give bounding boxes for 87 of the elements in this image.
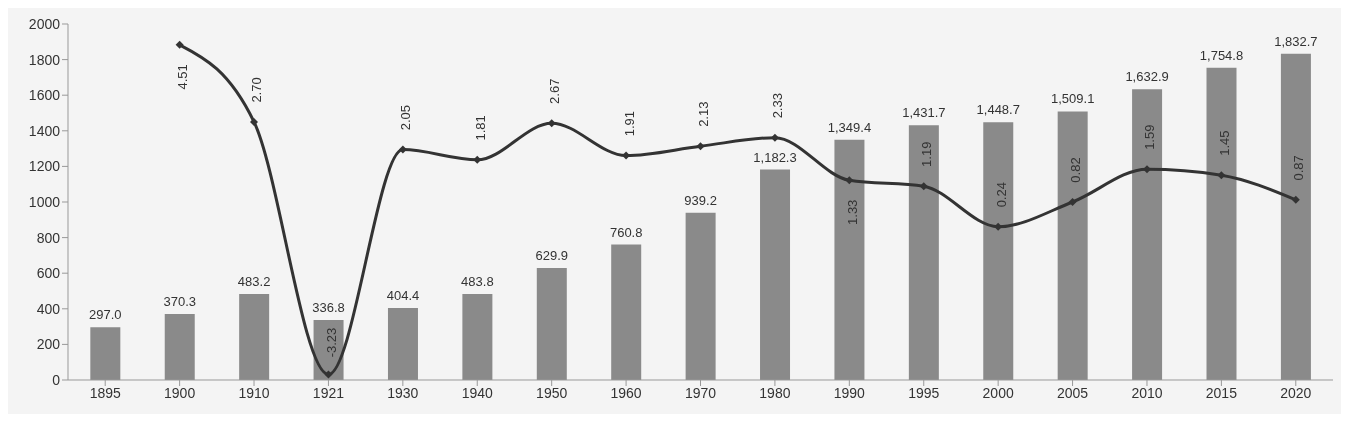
data-label: 404.4 — [386, 288, 420, 304]
data-label: 483.2 — [237, 273, 271, 289]
bar — [1132, 89, 1163, 380]
data-label: -3.23 — [323, 327, 339, 358]
data-label: 4.51 — [175, 64, 191, 90]
point — [696, 142, 705, 151]
point — [1291, 195, 1300, 204]
data-label: 483.8 — [461, 273, 494, 289]
x-tick-label: 1895 — [89, 384, 121, 401]
data-label: 1,448.7 — [976, 102, 1020, 118]
data-label: 336.8 — [312, 300, 345, 316]
data-label: 1.91 — [621, 110, 637, 137]
data-label: 2.13 — [695, 101, 711, 127]
point — [919, 182, 928, 191]
point — [398, 145, 407, 154]
bar — [536, 267, 567, 380]
point — [1068, 198, 1077, 206]
data-label: 2.70 — [249, 77, 265, 103]
bar — [834, 139, 865, 380]
data-label: 1,349.4 — [827, 119, 872, 135]
data-label: 370.3 — [163, 294, 197, 310]
y-tick-label: 1600 — [28, 87, 61, 104]
bar — [760, 169, 791, 380]
x-tick-label: 1995 — [908, 384, 940, 401]
x-tick-label: 2020 — [1280, 384, 1312, 401]
x-tick-label: 2005 — [1056, 384, 1089, 401]
x-tick-label: 1900 — [164, 384, 196, 401]
y-tick-label: 0 — [52, 371, 61, 388]
bar — [462, 293, 493, 380]
data-label: 297.0 — [89, 307, 122, 323]
bar — [1057, 111, 1088, 380]
data-label: 1.45 — [1216, 130, 1232, 156]
data-label: 2.05 — [398, 104, 414, 131]
y-tick-label: 1800 — [28, 51, 61, 68]
x-tick-label: 1910 — [238, 384, 270, 401]
x-tick-label: 1930 — [387, 384, 419, 401]
x-tick-label: 2010 — [1131, 384, 1163, 401]
data-label: 2.33 — [770, 93, 786, 119]
data-label: 939.2 — [684, 192, 717, 208]
y-tick-label: 200 — [36, 336, 61, 353]
y-tick-label: 1000 — [28, 193, 61, 210]
data-label: 1.59 — [1142, 124, 1158, 150]
point — [175, 40, 184, 49]
y-tick-label: 800 — [36, 229, 61, 246]
data-label: 1,431.7 — [902, 105, 946, 121]
data-label: 1,754.8 — [1199, 47, 1244, 63]
x-tick-label: 1980 — [759, 384, 791, 401]
bar — [1280, 53, 1311, 380]
bar — [164, 314, 195, 380]
x-tick-label: 2000 — [982, 384, 1014, 401]
data-label: 0.87 — [1291, 155, 1307, 181]
bar — [387, 308, 418, 380]
data-label: 0.82 — [1068, 157, 1083, 183]
data-label: 760.8 — [609, 224, 643, 240]
x-tick-label: 1970 — [684, 384, 717, 401]
point — [1217, 171, 1226, 180]
y-tick-label: 600 — [36, 265, 61, 282]
x-tick-label: 1950 — [536, 384, 568, 401]
x-tick-label: 1921 — [312, 384, 345, 401]
x-tick-label: 1960 — [610, 384, 642, 401]
y-tick-label: 1400 — [28, 122, 61, 139]
data-label: 629.9 — [535, 247, 569, 263]
bar — [983, 122, 1014, 380]
data-label: 0.24 — [993, 182, 1009, 208]
bar — [685, 212, 716, 380]
data-label: 1.33 — [844, 199, 860, 225]
x-tick-label: 1940 — [461, 384, 494, 401]
x-tick-label: 1990 — [833, 384, 866, 401]
bar — [611, 244, 642, 380]
bar — [90, 327, 121, 380]
point — [845, 176, 854, 185]
bar — [239, 293, 270, 380]
data-label: 1,182.3 — [753, 149, 797, 165]
bar — [1206, 67, 1237, 380]
data-label: 1.19 — [919, 141, 935, 167]
data-label: 1,632.9 — [1125, 69, 1169, 85]
bar — [908, 125, 939, 380]
data-label: 1,509.1 — [1050, 91, 1095, 107]
data-label: 1.81 — [472, 115, 488, 141]
y-tick-label: 2000 — [28, 15, 61, 32]
data-label: 2.67 — [547, 78, 563, 104]
point — [324, 370, 333, 379]
y-tick-label: 1200 — [28, 158, 61, 175]
x-tick-label: 2015 — [1205, 384, 1238, 401]
point — [250, 117, 259, 126]
data-label: 1,832.7 — [1274, 33, 1318, 49]
y-tick-label: 400 — [36, 300, 61, 317]
